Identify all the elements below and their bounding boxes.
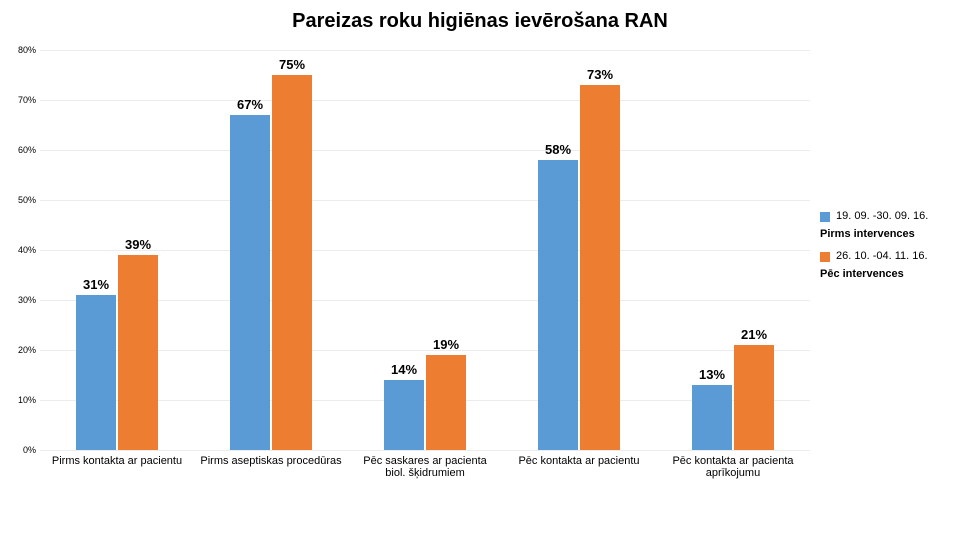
bars-container: 31%39%67%75%14%19%58%73%13%21% <box>40 50 810 450</box>
bar-group: 13%21% <box>656 50 810 450</box>
bar-value-label: 67% <box>237 97 263 112</box>
x-axis-label: Pirms aseptiskas procedūras <box>194 455 348 479</box>
bar: 75% <box>272 75 312 450</box>
y-tick-label: 80% <box>6 45 36 55</box>
x-axis-label: Pēc kontakta ar pacienta aprīkojumu <box>656 455 810 479</box>
bar-value-label: 75% <box>279 57 305 72</box>
bar-value-label: 21% <box>741 327 767 342</box>
bar-value-label: 19% <box>433 337 459 352</box>
plot-area: 0%10%20%30%40%50%60%70%80%31%39%67%75%14… <box>40 50 810 450</box>
y-tick-label: 0% <box>6 445 36 455</box>
legend-sublabel: Pirms intervences <box>820 228 950 240</box>
bar-group: 67%75% <box>194 50 348 450</box>
bar: 14% <box>384 380 424 450</box>
legend-label: 19. 09. -30. 09. 16. <box>836 210 928 222</box>
legend-label: 26. 10. -04. 11. 16. <box>836 250 928 262</box>
y-tick-label: 50% <box>6 195 36 205</box>
bar-pair: 31%39% <box>76 50 158 450</box>
y-tick-label: 30% <box>6 295 36 305</box>
bar: 21% <box>734 345 774 450</box>
bar: 67% <box>230 115 270 450</box>
bar: 31% <box>76 295 116 450</box>
bar-value-label: 13% <box>699 367 725 382</box>
bar-value-label: 73% <box>587 67 613 82</box>
bar-pair: 13%21% <box>692 50 774 450</box>
legend-swatch <box>820 252 830 262</box>
x-axis-label: Pēc saskares ar pacienta biol. šķidrumie… <box>348 455 502 479</box>
bar: 58% <box>538 160 578 450</box>
gridline <box>40 450 810 451</box>
y-tick-label: 60% <box>6 145 36 155</box>
bar-value-label: 14% <box>391 362 417 377</box>
bar-value-label: 39% <box>125 237 151 252</box>
bar-pair: 58%73% <box>538 50 620 450</box>
bar: 39% <box>118 255 158 450</box>
chart-container: Pareizas roku higiēnas ievērošana RAN 0%… <box>0 0 960 540</box>
y-tick-label: 20% <box>6 345 36 355</box>
bar: 73% <box>580 85 620 450</box>
legend-item: 19. 09. -30. 09. 16. <box>820 210 950 222</box>
bar-pair: 14%19% <box>384 50 466 450</box>
x-axis-label: Pirms kontakta ar pacientu <box>40 455 194 479</box>
y-tick-label: 70% <box>6 95 36 105</box>
bar: 13% <box>692 385 732 450</box>
bar-pair: 67%75% <box>230 50 312 450</box>
x-axis-label: Pēc kontakta ar pacientu <box>502 455 656 479</box>
legend-swatch <box>820 212 830 222</box>
legend: 19. 09. -30. 09. 16. Pirms intervences 26.… <box>820 210 950 290</box>
y-tick-label: 40% <box>6 245 36 255</box>
x-axis-labels: Pirms kontakta ar pacientuPirms aseptisk… <box>40 455 810 479</box>
y-tick-label: 10% <box>6 395 36 405</box>
legend-item: 26. 10. -04. 11. 16. <box>820 250 950 262</box>
bar-value-label: 31% <box>83 277 109 292</box>
bar-value-label: 58% <box>545 142 571 157</box>
bar-group: 14%19% <box>348 50 502 450</box>
bar-group: 31%39% <box>40 50 194 450</box>
legend-sublabel: Pēc intervences <box>820 268 950 280</box>
chart-title: Pareizas roku higiēnas ievērošana RAN <box>0 0 960 33</box>
bar: 19% <box>426 355 466 450</box>
bar-group: 58%73% <box>502 50 656 450</box>
